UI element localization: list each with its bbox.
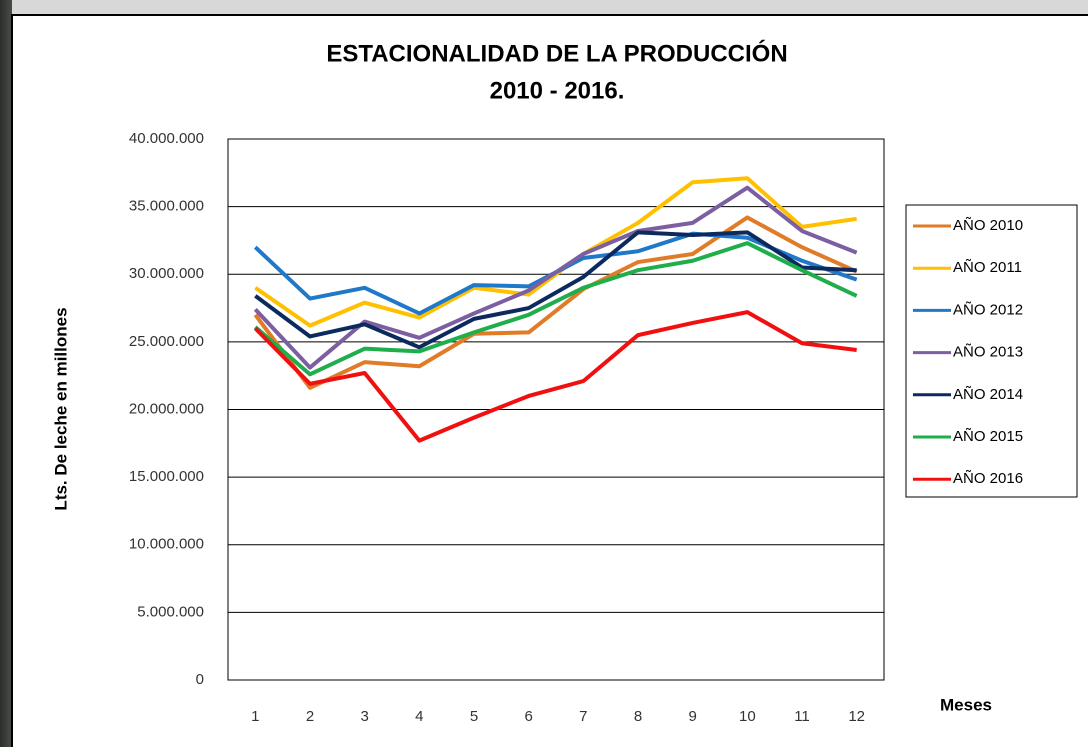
x-tick-label: 11 — [794, 708, 810, 725]
x-axis-label: Meses — [940, 695, 992, 714]
x-tick-label: 10 — [739, 708, 756, 725]
y-tick-label: 20.000.000 — [129, 400, 204, 417]
chart-subtitle: 2010 - 2016. — [490, 77, 625, 104]
y-tick-label: 10.000.000 — [129, 536, 204, 553]
series-line — [253, 310, 857, 443]
y-tick-label: 15.000.000 — [129, 468, 204, 485]
chart-title: ESTACIONALIDAD DE LA PRODUCCIÓN — [326, 39, 787, 67]
legend-label: AÑO 2010 — [953, 217, 1023, 234]
legend-label: AÑO 2011 — [953, 259, 1022, 276]
x-tick-label: 4 — [415, 708, 423, 725]
legend-label: AÑO 2012 — [953, 301, 1023, 318]
y-tick-label: 30.000.000 — [129, 265, 204, 282]
x-tick-label: 9 — [688, 708, 696, 725]
legend-label: AÑO 2014 — [953, 386, 1023, 403]
y-tick-label: 40.000.000 — [129, 130, 204, 147]
x-tick-label: 3 — [360, 708, 368, 725]
legend-label: AÑO 2013 — [953, 344, 1023, 361]
y-tick-label: 5.000.000 — [137, 603, 204, 620]
legend-label: AÑO 2015 — [953, 428, 1023, 445]
x-tick-label: 12 — [848, 708, 865, 725]
legend-label: AÑO 2016 — [953, 470, 1023, 487]
x-tick-label: 1 — [251, 708, 259, 725]
x-tick-label: 6 — [524, 708, 532, 725]
plot-area — [227, 138, 885, 681]
legend-box — [905, 204, 1078, 498]
x-tick-label: 7 — [579, 708, 587, 725]
series-line — [253, 185, 858, 370]
y-tick-label: 35.000.000 — [129, 198, 204, 215]
series-line — [254, 230, 857, 350]
x-tick-label: 5 — [470, 708, 478, 725]
series-line — [254, 241, 858, 377]
x-tick-label: 8 — [634, 708, 642, 725]
y-tick-label: 0 — [196, 671, 204, 688]
x-tick-label: 2 — [306, 708, 314, 725]
y-axis-label: Lts. De leche en millones — [51, 307, 70, 510]
series-line — [253, 215, 858, 390]
y-tick-label: 25.000.000 — [129, 333, 204, 350]
